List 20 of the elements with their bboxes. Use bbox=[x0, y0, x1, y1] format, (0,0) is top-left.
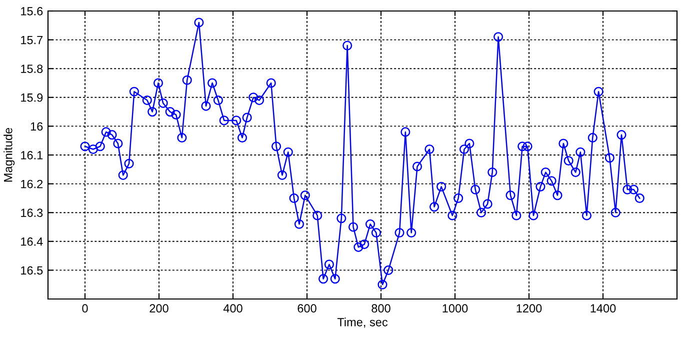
y-tick-label: 16 bbox=[30, 122, 43, 131]
y-tick-label: 16.2 bbox=[21, 180, 43, 188]
y-tick-label: 16.3 bbox=[21, 208, 43, 217]
y-tick-label: 15.9 bbox=[21, 93, 43, 102]
x-tick-label: 1400 bbox=[590, 304, 616, 313]
x-tick-label: 200 bbox=[150, 304, 168, 313]
y-axis-title: Magnitude bbox=[4, 128, 15, 182]
x-tick-label: 600 bbox=[298, 304, 316, 313]
x-axis-title: Time, sec bbox=[337, 318, 388, 328]
x-tick-label: 1200 bbox=[516, 304, 542, 313]
y-tick-label: 15.8 bbox=[21, 64, 43, 73]
x-tick-label: 400 bbox=[223, 304, 242, 313]
y-tick-label: 15.7 bbox=[21, 36, 43, 44]
y-tick-label: 15.6 bbox=[21, 7, 43, 16]
y-tick-label: 16.5 bbox=[21, 266, 43, 275]
y-tick-label: 16.4 bbox=[21, 237, 43, 246]
x-tick-label: 0 bbox=[82, 304, 88, 313]
x-tick-label: 800 bbox=[372, 304, 390, 313]
y-tick-label: 16.1 bbox=[21, 151, 43, 160]
x-tick-label: 1000 bbox=[442, 304, 468, 313]
